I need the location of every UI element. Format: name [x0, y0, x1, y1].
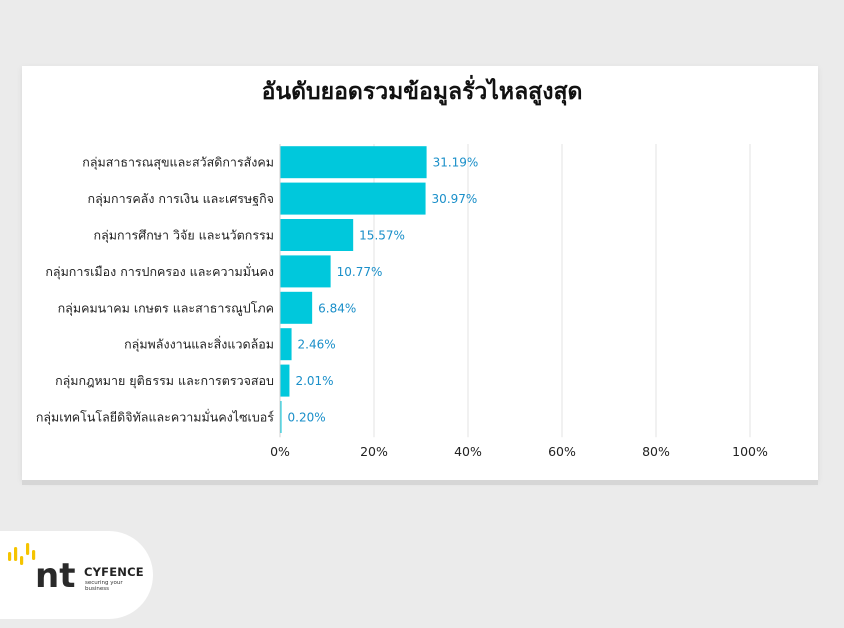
x-tick-label: 80% [642, 444, 670, 459]
bar [280, 182, 426, 215]
x-tick-label: 0% [270, 444, 290, 459]
category-label: กลุ่มการเมือง การปกครอง และความมั่นคง [45, 263, 274, 280]
bar [280, 364, 290, 397]
category-label: กลุ่มคมนาคม เกษตร และสาธารณูปโภค [58, 300, 274, 316]
logo-background [0, 531, 153, 619]
bar [280, 401, 282, 433]
data-label: 6.84% [318, 301, 356, 315]
data-label: 31.19% [433, 156, 479, 170]
data-label: 2.01% [295, 374, 333, 388]
x-tick-label: 100% [732, 444, 768, 459]
data-label: 10.77% [337, 265, 383, 279]
x-tick-label: 40% [454, 444, 482, 459]
nt-cyfence-logo: nt CYFENCE securing your business [6, 543, 146, 603]
brand-name: CYFENCE [84, 565, 144, 579]
nt-logo-text: nt [35, 556, 75, 596]
x-tick-label: 60% [548, 444, 576, 459]
data-label: 0.20% [288, 411, 326, 425]
category-label: กลุ่มสาธารณสุขและสวัสดิการสังคม [82, 155, 274, 171]
category-label: กลุ่มเทคโนโลยีดิจิทัลและความมั่นคงไซเบอร… [36, 409, 274, 426]
x-tick-label: 20% [360, 444, 388, 459]
bar [280, 328, 292, 361]
data-label: 15.57% [359, 229, 405, 243]
category-label: กลุ่มพลังงานและสิ่งแวดล้อม [124, 336, 274, 353]
bar [280, 291, 313, 324]
brand-tagline: securing your business [85, 580, 123, 592]
bar [280, 219, 354, 251]
bar [280, 146, 427, 179]
category-label: กลุ่มการศึกษา วิจัย และนวัตกรรม [94, 228, 275, 244]
data-label: 30.97% [432, 192, 478, 206]
bar [280, 255, 331, 288]
nt-logo-mark: nt [8, 543, 75, 596]
category-label: กลุ่มการคลัง การเงิน และเศรษฐกิจ [88, 191, 274, 207]
chart-title: อันดับยอดรวมข้อมูลรั่วไหลสูงสุด [261, 79, 583, 105]
category-label: กลุ่มกฎหมาย ยุติธรรม และการตรวจสอบ [55, 373, 274, 389]
chart-card [22, 66, 818, 480]
data-label: 2.46% [298, 338, 336, 352]
